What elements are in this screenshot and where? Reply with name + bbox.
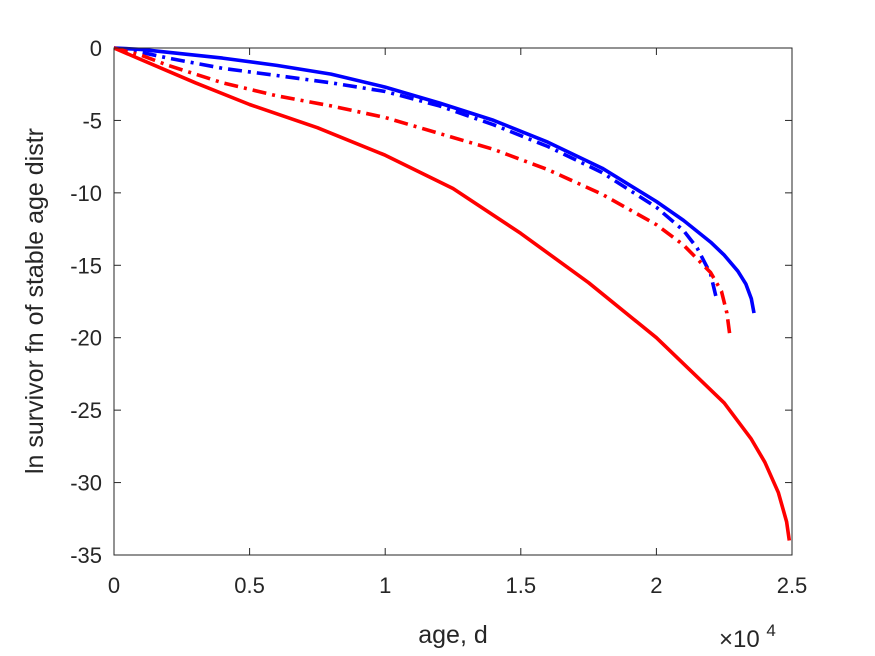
- series-line-3: [113, 46, 732, 334]
- y-tick-label: 0: [90, 36, 102, 61]
- axes-box: [113, 47, 793, 556]
- x-multiplier-base: ×10: [719, 626, 760, 653]
- y-axis-label: ln survivor fn of stable age distr: [21, 128, 49, 474]
- y-tick-label: -35: [70, 543, 102, 568]
- x-tick-label: 0: [108, 573, 120, 598]
- y-tick-label: -10: [70, 181, 102, 206]
- plot-area: [114, 48, 792, 555]
- series-line-4: [113, 46, 792, 541]
- axes: [113, 47, 793, 556]
- x-tick-label: 2: [650, 573, 662, 598]
- x-tick-label: 2.5: [777, 573, 808, 598]
- y-tick-label: -25: [70, 398, 102, 423]
- x-axis-multiplier: ×10 4: [719, 621, 776, 653]
- x-tick-label: 0.5: [234, 573, 265, 598]
- y-tick-label: -30: [70, 471, 102, 496]
- tick-labels: 0 0.5 1 1.5 2 2.5 0 -5 -10 -15 -20 -25 -30 -35: [70, 36, 807, 598]
- x-axis-label: age, d: [418, 621, 488, 649]
- x-multiplier-exponent: 4: [766, 621, 775, 640]
- y-tick-label: -5: [82, 108, 102, 133]
- x-tick-label: 1.5: [506, 573, 537, 598]
- y-tick-label: -20: [70, 326, 102, 351]
- x-tick-label: 1: [379, 573, 391, 598]
- y-tick-label: -15: [70, 253, 102, 278]
- series-line-1: [113, 46, 756, 314]
- series-layer: [113, 46, 792, 541]
- series-line-2: [113, 46, 718, 298]
